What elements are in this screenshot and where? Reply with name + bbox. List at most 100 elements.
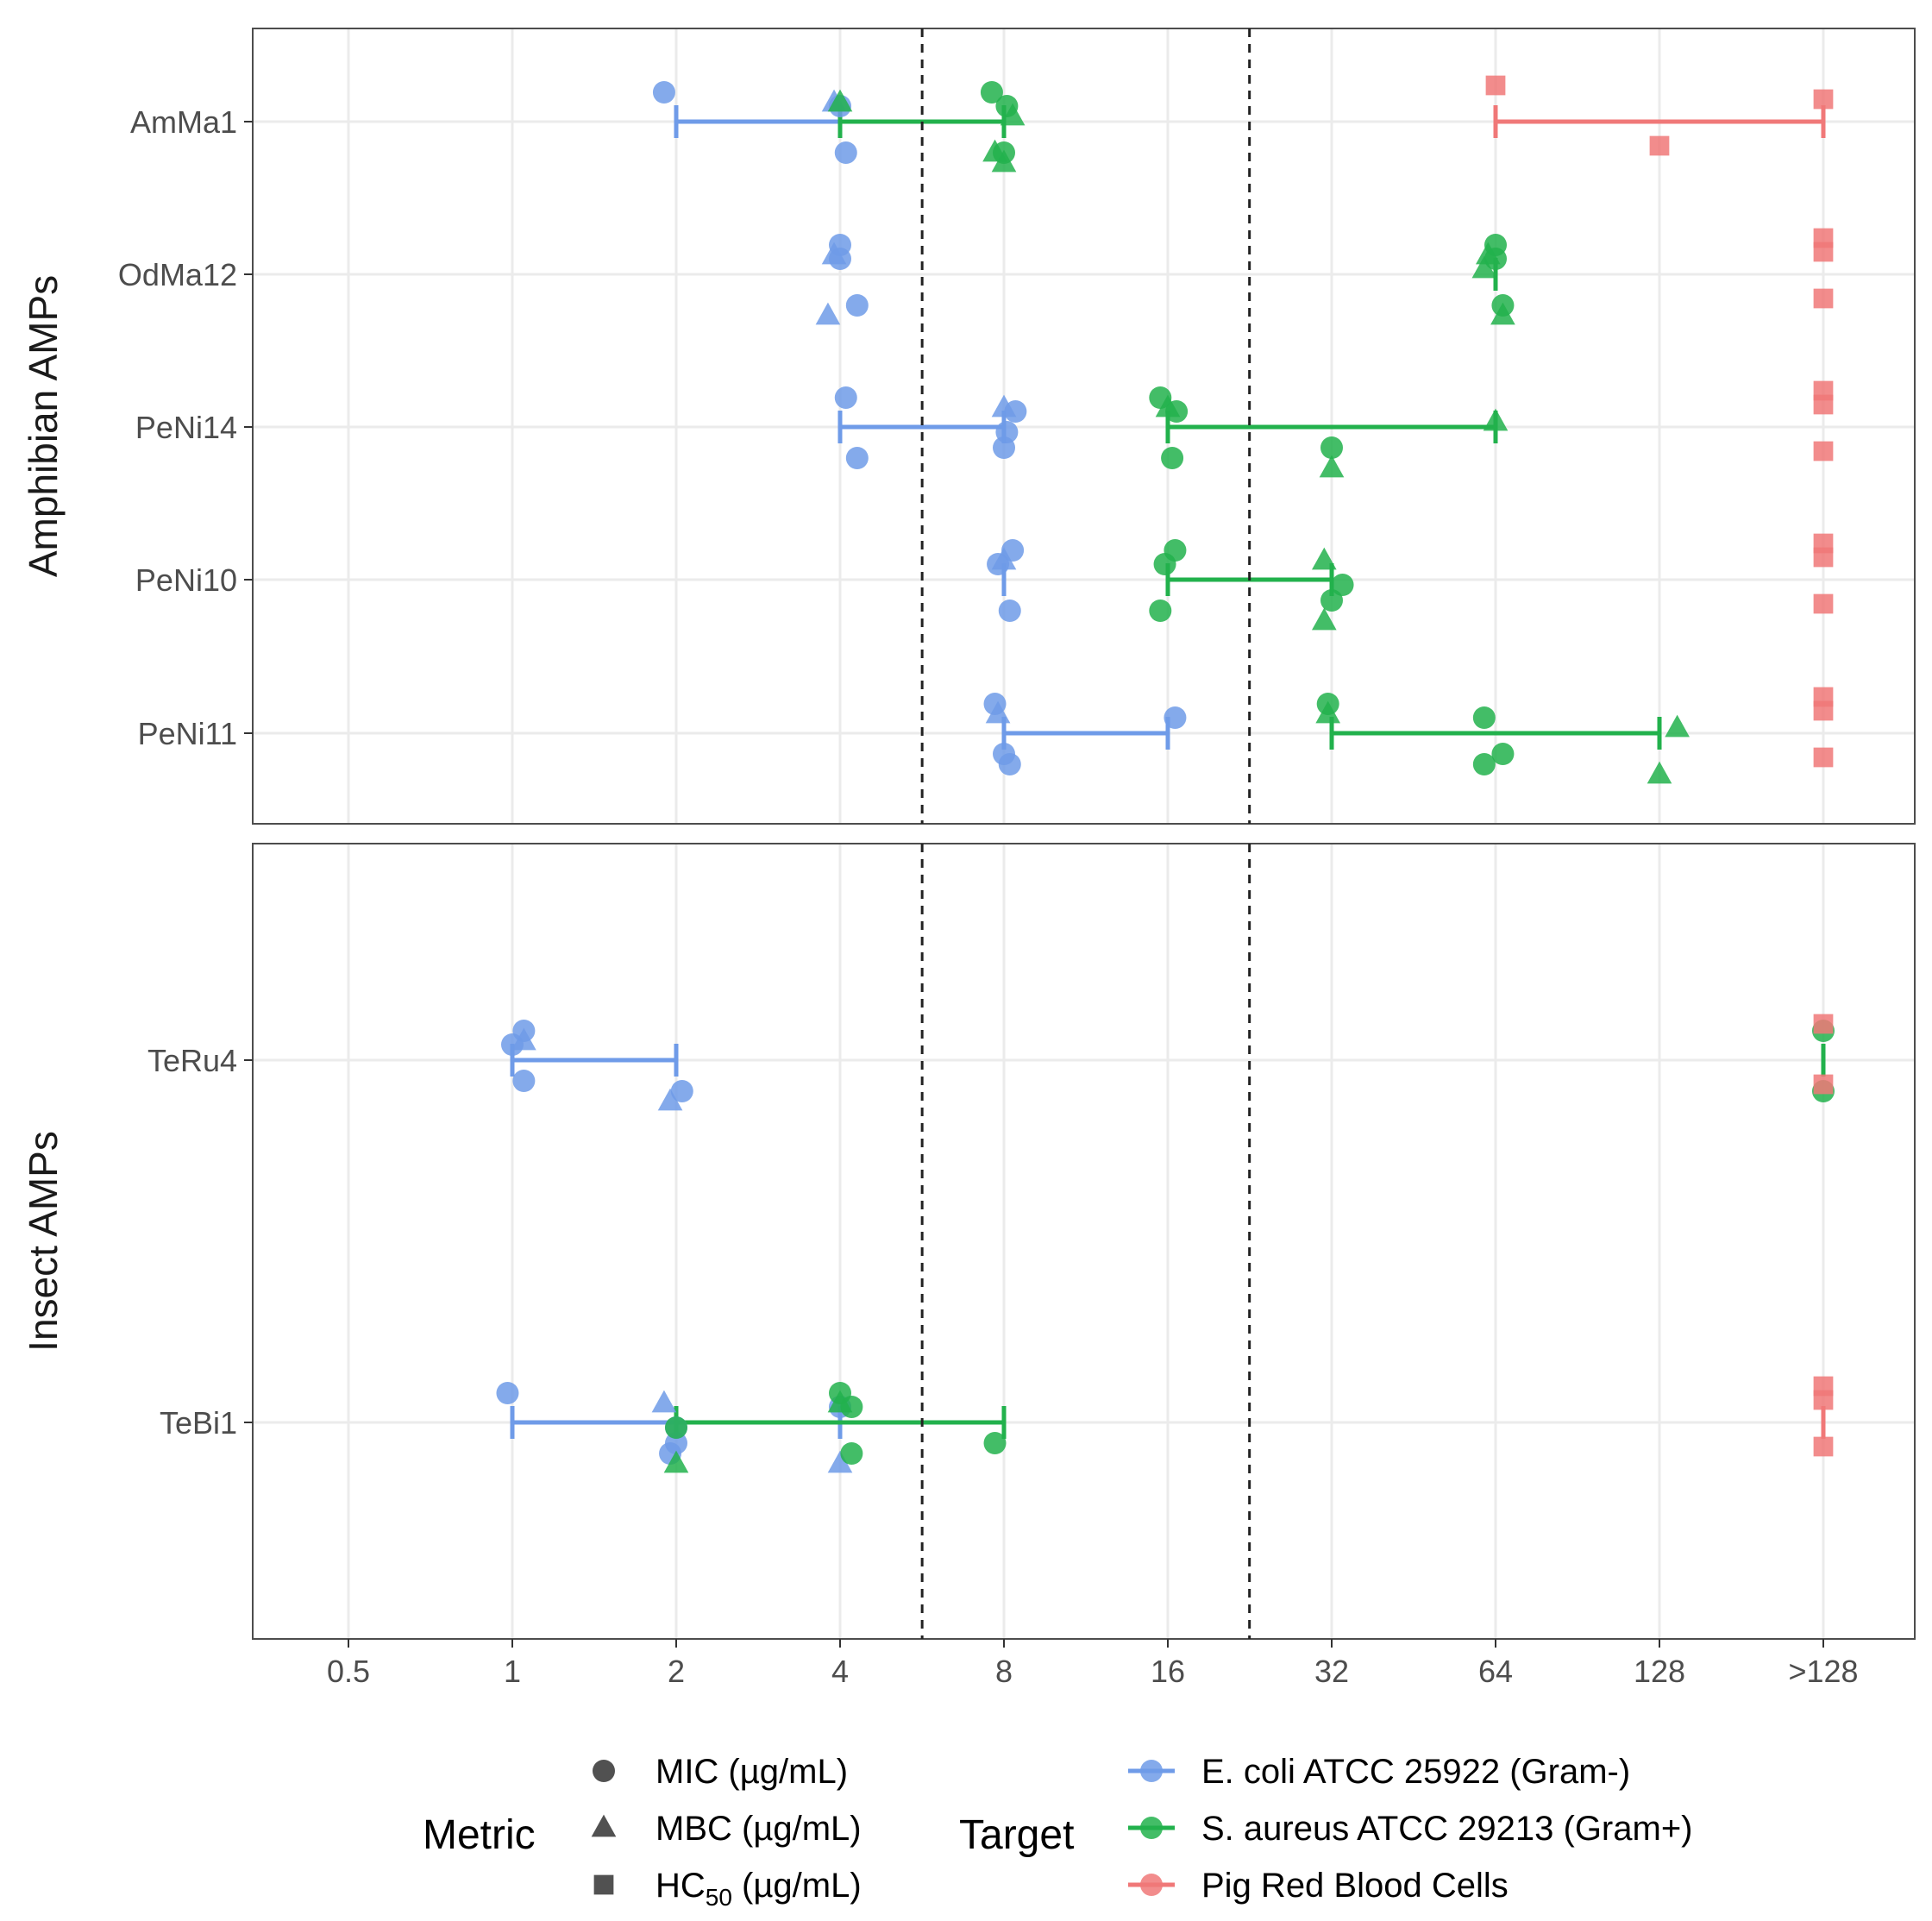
peptide-label-peni10: PeNi10 <box>135 562 237 598</box>
point-amma1-hc50 <box>1485 75 1506 96</box>
legend-label-text: MIC (µg/mL) <box>656 1753 848 1791</box>
point-peni11-mic <box>993 743 1015 765</box>
point-peni11-hc50 <box>1813 700 1834 721</box>
point-tebi1-mbc <box>827 1450 853 1473</box>
legend-dot-icon <box>1140 1760 1163 1782</box>
point-odma12-mbc <box>1471 255 1497 279</box>
peptide-label-tebi1: TeBi1 <box>160 1405 237 1441</box>
point-amma1-mbc <box>982 139 1007 162</box>
point-peni14-mic <box>1161 447 1184 469</box>
point-tebi1-mic <box>496 1382 519 1404</box>
point-peni11-hc50 <box>1813 747 1834 768</box>
point-amma1-mic <box>834 141 857 164</box>
point-peni14-mic <box>995 421 1019 443</box>
legend-target-e-coli-atcc-25: E. coli ATCC 25922 (Gram-) <box>1128 1753 1630 1791</box>
panel-insect-amps: TeRu4 TeBi1 Insect AMPs <box>21 843 1916 1640</box>
reference-lines <box>920 28 1251 1639</box>
point-peni11-mic <box>1164 706 1187 729</box>
point-odma12-mbc <box>815 302 841 325</box>
point-peni10-mic <box>1153 553 1176 575</box>
peptide-label-peni11: PeNi11 <box>138 716 237 751</box>
x-tick-label-128: 128 <box>1634 1654 1685 1689</box>
point-peni11-mbc <box>985 700 1011 724</box>
legend-circle-icon <box>593 1760 615 1782</box>
point-peni14-mbc <box>1483 408 1509 431</box>
point-peni11-mbc <box>1315 700 1341 724</box>
peptide-label-odma12: OdMa12 <box>118 257 237 292</box>
legend-metric-label-mic: MIC (µg/mL) <box>656 1753 848 1791</box>
point-peni14-mbc <box>1155 394 1181 417</box>
panel-amphibian-amps: AmMa1 OdMa12 PeNi14 PeNi10 PeNi11 Amphibian A… <box>21 28 1916 825</box>
x-tick-label-64: 64 <box>1478 1654 1513 1689</box>
legend-target-label: Pig Red Blood Cells <box>1201 1867 1509 1905</box>
peptide-label-teru4: TeRu4 <box>147 1043 237 1078</box>
legend-target-label: S. aureus ATCC 29213 (Gram+) <box>1201 1810 1693 1848</box>
point-odma12-mbc <box>1490 302 1515 325</box>
point-odma12-hc50 <box>1813 288 1834 309</box>
point-tebi1-mic <box>665 1432 687 1454</box>
point-peni11-mbc <box>1647 761 1672 784</box>
x-tick-label-4: 4 <box>831 1654 849 1689</box>
point-peni14-hc50 <box>1813 394 1834 415</box>
x-tick-label-2: 2 <box>668 1654 685 1689</box>
point-amma1-mbc <box>827 89 853 112</box>
point-tebi1-hc50 <box>1813 1436 1834 1457</box>
legend-metric-hc50: HC50 (µg/mL) <box>593 1867 862 1911</box>
legend-triangle-icon <box>591 1814 617 1837</box>
x-tick-label-8: 8 <box>995 1654 1013 1689</box>
point-peni10-mbc <box>1311 607 1337 631</box>
panels: AmMa1 OdMa12 PeNi14 PeNi10 PeNi11 Amphibian A… <box>21 28 1916 1640</box>
legend-target-pig-red-blood-: Pig Red Blood Cells <box>1128 1867 1509 1905</box>
x-axis: 0.5 1 2 4 8 16 32 64 128 >128 <box>327 1639 1859 1689</box>
legend-dot-icon <box>1140 1874 1163 1896</box>
legend-target-label: E. coli ATCC 25922 (Gram-) <box>1201 1753 1630 1791</box>
legend-metric-title: Metric <box>423 1812 536 1858</box>
point-peni14-hc50 <box>1813 441 1834 461</box>
legend-dot-icon <box>1140 1817 1163 1839</box>
x-tick-label-0-5: 0.5 <box>327 1654 370 1689</box>
point-peni14-mic <box>834 386 857 409</box>
point-tebi1-mic <box>665 1416 687 1439</box>
point-teru4-hc50 <box>1813 1074 1834 1095</box>
point-peni14-mic <box>845 447 869 469</box>
legend-metric-label-hc50: HC50 (µg/mL) <box>656 1867 862 1911</box>
point-amma1-mic <box>980 81 1003 104</box>
legend: Metric MIC (µg/mL) MBC (µg/mL) HC50 (µg/mL)… <box>423 1753 1693 1911</box>
point-odma12-hc50 <box>1813 242 1834 262</box>
legend-label-text: MBC (µg/mL) <box>656 1810 862 1848</box>
point-peni14-mbc <box>1319 455 1345 478</box>
range-amma1-pig-red- <box>1493 105 1826 138</box>
point-peni11-mbc <box>1665 714 1690 738</box>
point-peni10-hc50 <box>1813 547 1834 568</box>
x-tick-label-128: >128 <box>1788 1654 1858 1689</box>
point-peni14-mbc <box>991 394 1017 417</box>
point-peni10-mic <box>1149 600 1172 622</box>
legend-target-title: Target <box>959 1812 1074 1858</box>
point-odma12-mic <box>845 294 869 317</box>
point-peni10-mic <box>1331 574 1354 596</box>
point-amma1-hc50 <box>1649 135 1670 156</box>
point-tebi1-mic <box>840 1442 863 1465</box>
panel-title: Insect AMPs <box>21 1131 66 1352</box>
x-tick-label-32: 32 <box>1314 1654 1349 1689</box>
legend-label-suffix: (µg/mL) <box>732 1867 862 1905</box>
legend-target-s-aureus-atcc-: S. aureus ATCC 29213 (Gram+) <box>1128 1810 1693 1848</box>
point-tebi1-mbc <box>651 1390 677 1413</box>
point-tebi1-hc50 <box>1813 1390 1834 1410</box>
point-tebi1-mbc <box>663 1450 689 1473</box>
point-teru4-mic <box>670 1080 693 1102</box>
point-odma12-mbc <box>1475 242 1501 265</box>
x-tick-label-16: 16 <box>1151 1654 1185 1689</box>
legend-metric-mbc: MBC (µg/mL) <box>591 1810 862 1848</box>
point-peni10-mbc <box>991 547 1017 570</box>
legend-metric-label-mbc: MBC (µg/mL) <box>656 1810 862 1848</box>
panel-title: Amphibian AMPs <box>21 275 66 577</box>
point-amma1-mbc <box>1000 103 1026 126</box>
point-tebi1-mic <box>983 1432 1007 1454</box>
legend-label-text: HC <box>656 1867 706 1905</box>
legend-square-icon <box>593 1874 614 1895</box>
legend-metric-mic: MIC (µg/mL) <box>593 1753 848 1791</box>
point-peni11-mic <box>1472 706 1496 729</box>
point-odma12-mbc <box>821 242 847 265</box>
